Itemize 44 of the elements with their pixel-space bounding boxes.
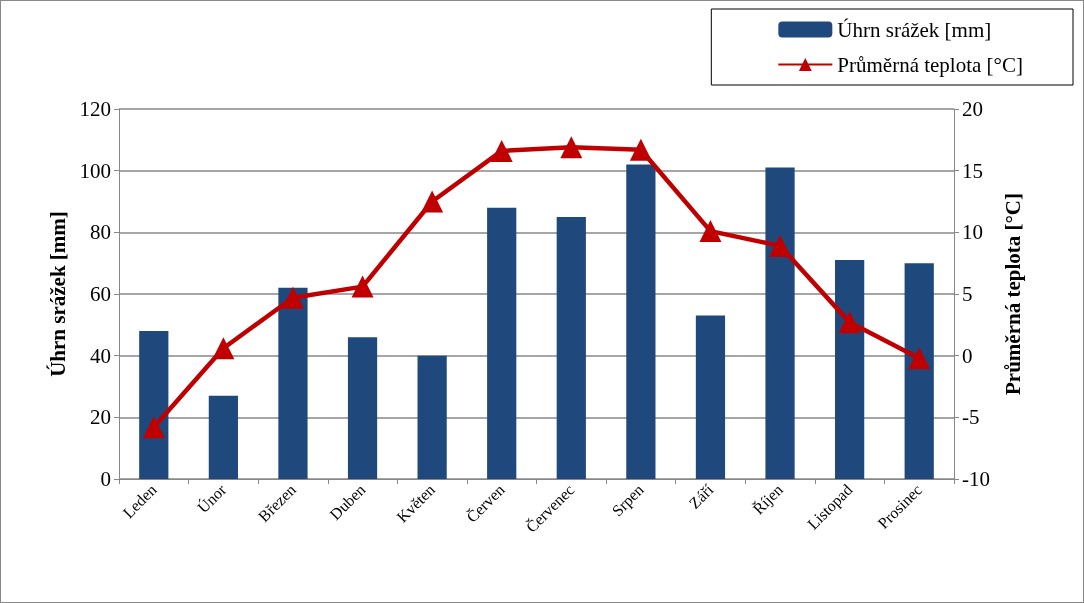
y2-tick-label: -5 xyxy=(962,405,980,430)
point xyxy=(699,220,722,243)
point xyxy=(769,234,792,257)
bar xyxy=(904,263,934,479)
y2-axis-title: Průměrná teplota [°C] xyxy=(1000,192,1025,396)
bar xyxy=(626,164,656,479)
point xyxy=(629,138,652,161)
y2-tick-label: -10 xyxy=(962,467,990,491)
bar xyxy=(487,207,517,479)
y2-tick-label: 0 xyxy=(962,343,973,368)
x-tick-label: Únor xyxy=(193,479,230,517)
y2-tick-label: 20 xyxy=(962,97,983,121)
point xyxy=(908,347,931,370)
bar xyxy=(417,355,447,479)
point xyxy=(560,136,583,159)
bar xyxy=(139,331,169,479)
y-tick-label: 100 xyxy=(79,158,111,183)
point xyxy=(490,139,513,162)
bar xyxy=(278,287,308,479)
point xyxy=(281,286,304,309)
legend-label: Úhrn srážek [mm] xyxy=(837,17,992,42)
point xyxy=(351,275,374,298)
y2-tick-label: 10 xyxy=(962,220,983,245)
bar xyxy=(208,395,238,479)
point xyxy=(212,337,235,360)
y-tick-label: 60 xyxy=(90,282,111,306)
legend-label: Průměrná teplota [°C] xyxy=(837,52,1024,77)
y-tick-label: 0 xyxy=(100,467,111,491)
y-tick-label: 120 xyxy=(79,97,111,121)
x-tick-label: Září xyxy=(685,480,717,512)
bar xyxy=(556,216,586,479)
point xyxy=(838,311,861,334)
y-tick-label: 20 xyxy=(90,405,111,430)
bar xyxy=(347,337,378,479)
bar xyxy=(835,260,865,479)
bar xyxy=(765,167,795,479)
bar xyxy=(695,315,726,479)
y-tick-label: 40 xyxy=(90,343,111,368)
y2-tick-label: 5 xyxy=(962,282,973,306)
point xyxy=(421,190,444,213)
y-tick-label: 80 xyxy=(90,220,111,245)
point xyxy=(142,416,165,439)
y2-tick-label: 15 xyxy=(962,158,983,183)
y-axis-title: Úhrn srážek [mm] xyxy=(46,211,71,377)
